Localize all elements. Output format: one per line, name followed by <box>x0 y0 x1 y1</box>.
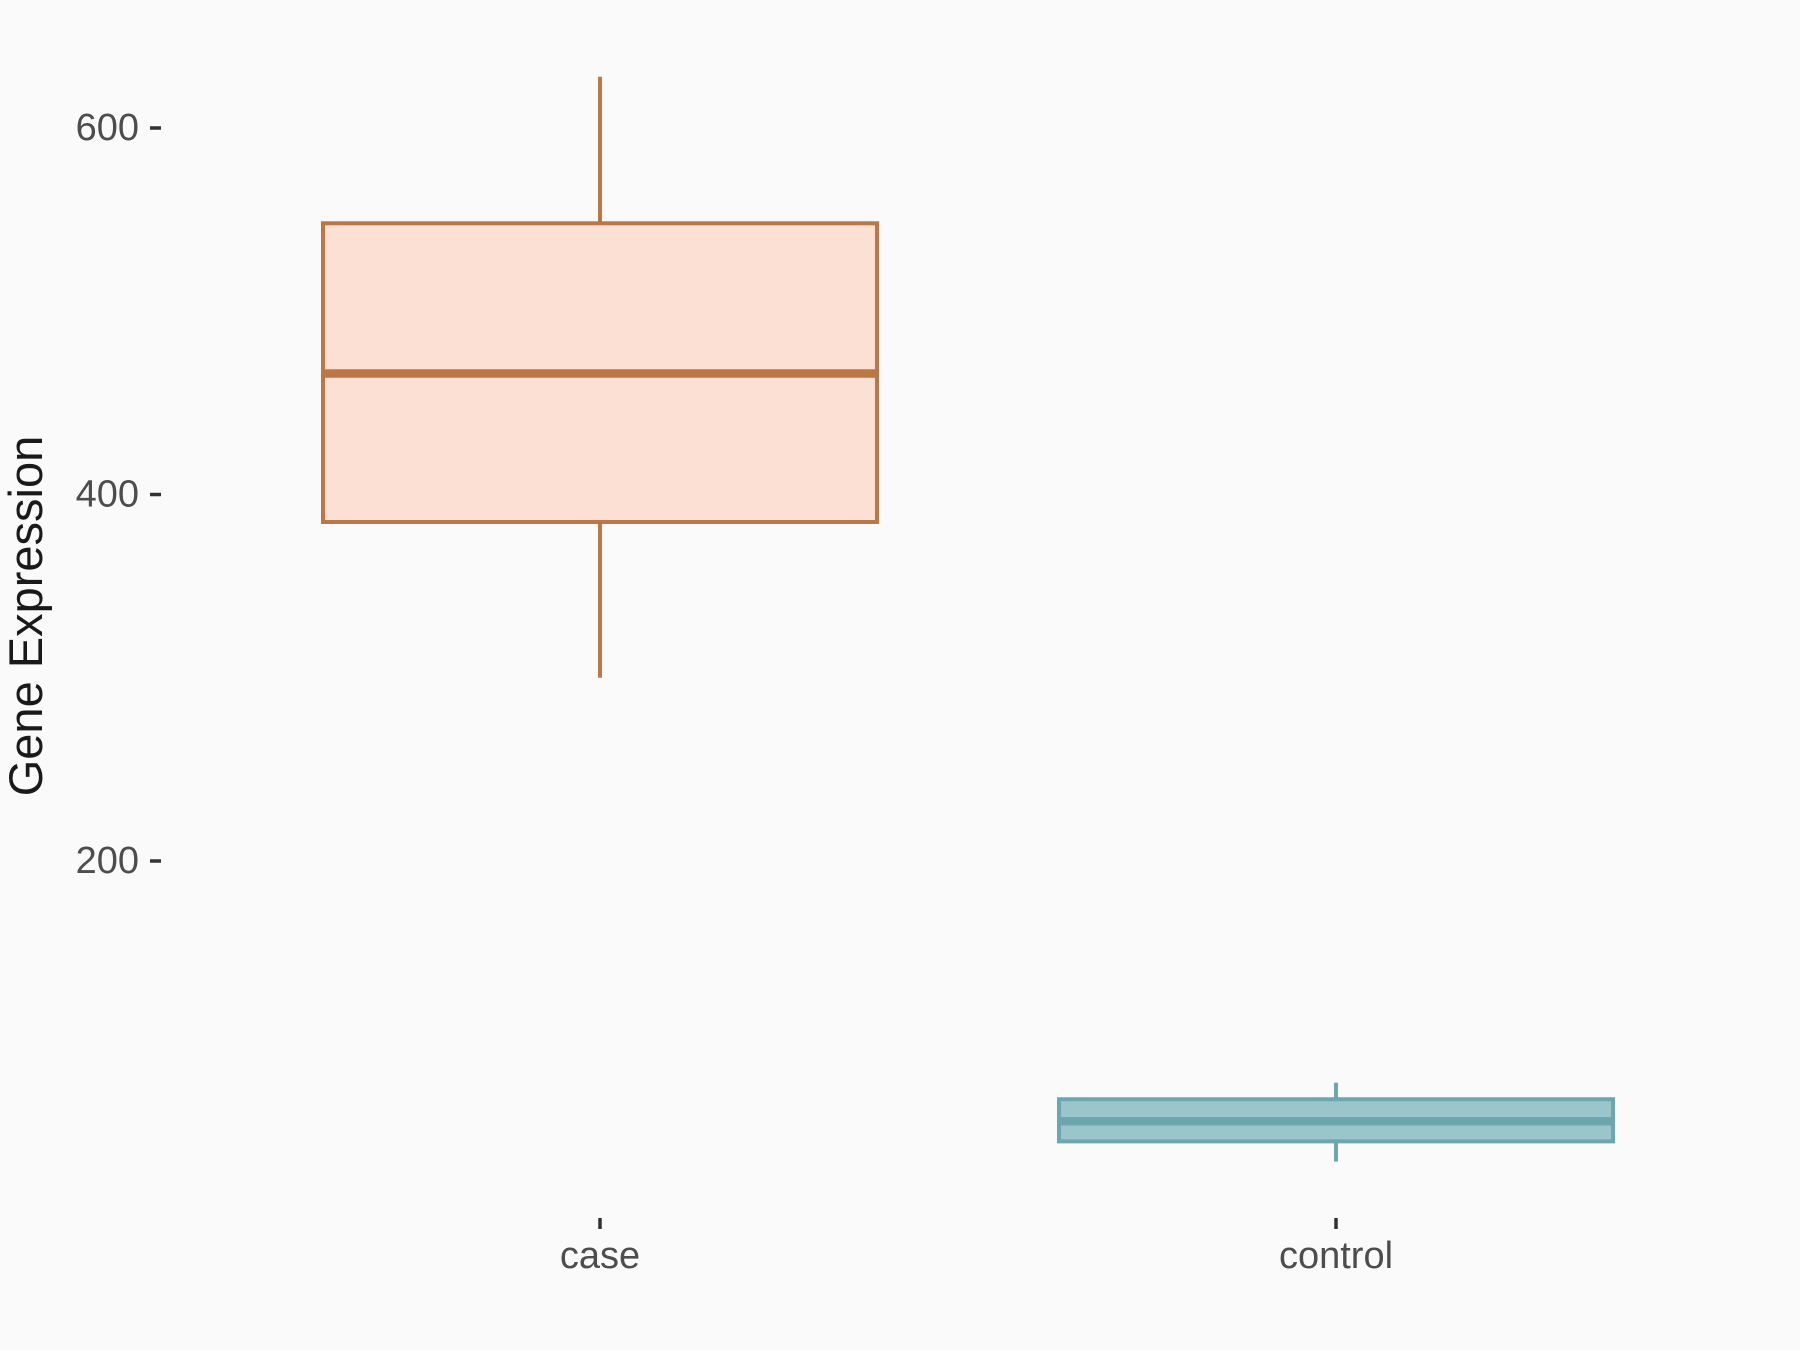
y-axis-tick-label: 600 <box>76 107 139 149</box>
x-axis-tick-label-control: control <box>1279 1235 1393 1277</box>
y-axis-title: Gene Expression <box>0 436 52 797</box>
y-axis-tick-label: 400 <box>76 474 139 516</box>
y-axis-tick-label: 200 <box>76 840 139 882</box>
chart-generated-content: 200 400 600 case control <box>76 76 1615 1277</box>
x-axis-tick-label-case: case <box>560 1235 640 1277</box>
